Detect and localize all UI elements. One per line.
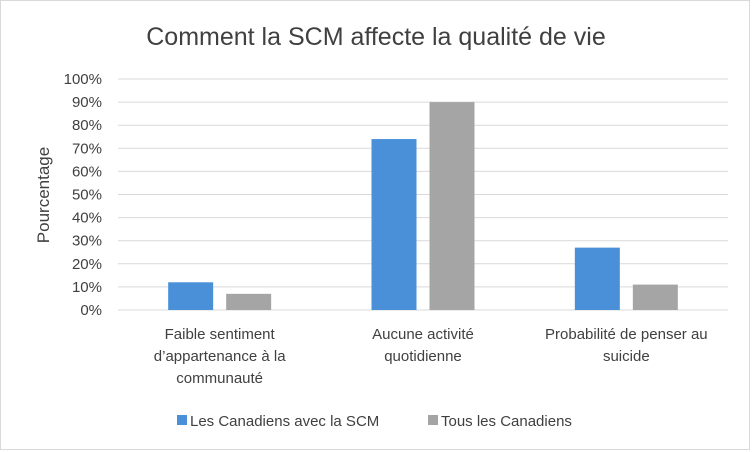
y-tick-label: 60% — [72, 163, 102, 180]
bar — [226, 293, 272, 310]
bar — [632, 284, 678, 310]
bar — [429, 102, 475, 310]
legend-swatch — [177, 415, 187, 425]
y-tick-label: 50% — [72, 187, 102, 204]
y-tick-label: 0% — [80, 302, 102, 319]
y-tick-label: 30% — [72, 233, 102, 250]
y-tick-label: 100% — [64, 71, 102, 88]
y-axis-ticks: 0% 10% 20% 30% 40% 50% 60% 70% 80% 90% 100% — [64, 71, 102, 319]
x-category-label: Probabilité de penser au suicide — [545, 326, 708, 365]
bar — [574, 247, 620, 310]
legend: Les Canadiens avec la SCM Tous les Canadi… — [177, 413, 572, 430]
gridlines — [118, 78, 728, 311]
x-axis-categories: Faible sentiment d’appartenance à la commu… — [154, 326, 708, 387]
bar — [371, 139, 417, 310]
bar — [168, 282, 214, 310]
y-tick-label: 70% — [72, 140, 102, 157]
x-category-label: Aucune activité quotidienne — [372, 326, 474, 365]
y-tick-label: 10% — [72, 279, 102, 296]
legend-swatch — [428, 415, 438, 425]
x-category-label: Faible sentiment d’appartenance à la commu… — [154, 326, 286, 387]
y-tick-label: 90% — [72, 94, 102, 111]
y-tick-label: 80% — [72, 117, 102, 134]
legend-label: Les Canadiens avec la SCM — [190, 413, 379, 430]
y-axis-label: Pourcentage — [34, 147, 53, 243]
legend-label: Tous les Canadiens — [441, 413, 572, 430]
y-tick-label: 20% — [72, 256, 102, 273]
chart-title: Comment la SCM affecte la qualité de vie — [146, 23, 606, 51]
y-tick-label: 40% — [72, 210, 102, 227]
bars — [168, 102, 678, 310]
